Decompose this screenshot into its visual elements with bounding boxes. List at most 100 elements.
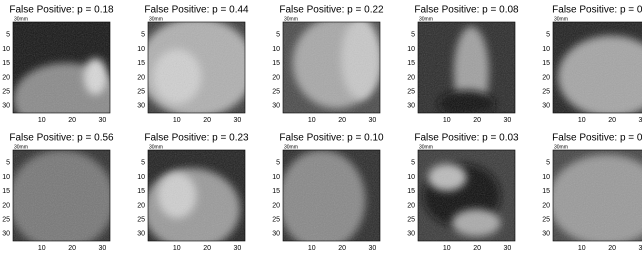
y-tick-label: 10 bbox=[2, 46, 10, 53]
y-tick-label: 30 bbox=[542, 231, 550, 238]
scale-label: 30mm bbox=[14, 16, 28, 22]
y-tick-label: 20 bbox=[542, 202, 550, 209]
y-tick-label: 25 bbox=[2, 217, 10, 224]
x-tick-label: 30 bbox=[369, 245, 377, 251]
x-tick-label: 30 bbox=[234, 245, 242, 251]
scale-label: 30mm bbox=[14, 144, 28, 150]
x-tick-label: 30 bbox=[234, 117, 242, 124]
y-tick-label: 5 bbox=[276, 160, 280, 167]
y-tick-label: 15 bbox=[2, 60, 10, 67]
scale-label: 30mm bbox=[284, 16, 298, 22]
y-tick-label: 25 bbox=[137, 89, 145, 96]
y-tick-label: 25 bbox=[407, 217, 415, 224]
y-tick-label: 5 bbox=[276, 32, 280, 39]
x-tick-label: 10 bbox=[38, 117, 46, 124]
y-tick-label: 5 bbox=[546, 32, 550, 39]
y-tick-label: 25 bbox=[407, 89, 415, 96]
y-tick-label: 15 bbox=[407, 60, 415, 67]
y-tick-label: 25 bbox=[137, 217, 145, 224]
panel-title: False Positive: p = 0.23 bbox=[144, 133, 249, 144]
y-tick-label: 25 bbox=[272, 89, 280, 96]
y-tick-label: 15 bbox=[542, 60, 550, 67]
scale-label: 30mm bbox=[419, 16, 433, 22]
y-tick-label: 15 bbox=[272, 188, 280, 195]
x-tick-label: 10 bbox=[173, 245, 181, 251]
y-tick-label: 15 bbox=[272, 60, 280, 67]
x-tick-label: 30 bbox=[99, 117, 107, 124]
image-noise bbox=[553, 150, 642, 241]
y-tick-label: 30 bbox=[407, 231, 415, 238]
y-tick-label: 5 bbox=[411, 32, 415, 39]
x-tick-label: 10 bbox=[308, 117, 316, 124]
x-tick-label: 10 bbox=[578, 117, 586, 124]
x-tick-label: 10 bbox=[308, 245, 316, 251]
panel-image bbox=[418, 150, 515, 241]
y-tick-label: 15 bbox=[137, 188, 145, 195]
y-tick-label: 20 bbox=[542, 74, 550, 81]
y-tick-label: 5 bbox=[411, 160, 415, 167]
panel-title: False Positive: p = 0.56 bbox=[9, 133, 114, 144]
y-tick-label: 20 bbox=[2, 74, 10, 81]
y-tick-label: 5 bbox=[6, 160, 10, 167]
y-tick-label: 5 bbox=[141, 160, 145, 167]
x-tick-label: 10 bbox=[443, 117, 451, 124]
panel-title: False Positive: p = 0.18 bbox=[9, 5, 114, 16]
panel-image bbox=[418, 22, 515, 118]
y-tick-label: 15 bbox=[542, 188, 550, 195]
y-tick-label: 5 bbox=[141, 32, 145, 39]
panel: False Positive: p = 0.0830mm510152025301… bbox=[407, 5, 519, 124]
y-tick-label: 30 bbox=[2, 231, 10, 238]
y-tick-label: 10 bbox=[137, 174, 145, 181]
y-tick-label: 5 bbox=[6, 32, 10, 39]
x-tick-label: 10 bbox=[38, 245, 46, 251]
panel-image bbox=[548, 150, 642, 246]
y-tick-label: 15 bbox=[407, 188, 415, 195]
image-noise bbox=[418, 22, 515, 113]
scale-label: 30mm bbox=[554, 144, 568, 150]
panel-title: False Positive: p = 0.3 bbox=[552, 133, 642, 144]
x-tick-label: 10 bbox=[173, 117, 181, 124]
x-tick-label: 30 bbox=[369, 117, 377, 124]
y-tick-label: 30 bbox=[542, 103, 550, 110]
x-tick-label: 20 bbox=[338, 117, 346, 124]
panel-title: False Positive: p = 0.1 bbox=[552, 5, 642, 16]
y-tick-label: 25 bbox=[542, 89, 550, 96]
x-tick-label: 30 bbox=[639, 245, 642, 251]
x-tick-label: 20 bbox=[338, 245, 346, 251]
x-tick-label: 20 bbox=[473, 117, 481, 124]
panel: False Positive: p = 0.2330mm510152025301… bbox=[137, 133, 249, 251]
scale-label: 30mm bbox=[419, 144, 433, 150]
panel: False Positive: p = 0.0330mm510152025301… bbox=[407, 133, 519, 251]
y-tick-label: 10 bbox=[2, 174, 10, 181]
panel-title: False Positive: p = 0.10 bbox=[279, 133, 384, 144]
image-noise bbox=[148, 150, 245, 241]
x-tick-label: 20 bbox=[608, 245, 616, 251]
y-tick-label: 10 bbox=[407, 46, 415, 53]
scale-label: 30mm bbox=[284, 144, 298, 150]
x-tick-label: 20 bbox=[68, 117, 76, 124]
panel-image bbox=[278, 150, 380, 250]
panel: False Positive: p = 0.330mm5101520253010… bbox=[542, 133, 642, 251]
y-tick-label: 25 bbox=[272, 217, 280, 224]
y-tick-label: 10 bbox=[542, 174, 550, 181]
panel-image bbox=[8, 150, 115, 250]
y-tick-label: 20 bbox=[407, 74, 415, 81]
panel-image bbox=[553, 22, 642, 118]
image-noise bbox=[418, 150, 515, 241]
panel-image bbox=[138, 17, 254, 117]
image-noise bbox=[553, 22, 642, 113]
image-noise bbox=[283, 150, 380, 241]
panel-title: False Positive: p = 0.08 bbox=[414, 5, 519, 16]
panel: False Positive: p = 0.2230mm510152025301… bbox=[272, 5, 384, 124]
y-tick-label: 15 bbox=[137, 60, 145, 67]
y-tick-label: 20 bbox=[2, 202, 10, 209]
scale-label: 30mm bbox=[149, 16, 163, 22]
panel: False Positive: p = 0.130mm5101520253010… bbox=[542, 5, 642, 124]
panel: False Positive: p = 0.5630mm510152025301… bbox=[2, 133, 115, 251]
image-noise bbox=[13, 22, 110, 113]
panel-title: False Positive: p = 0.22 bbox=[279, 5, 384, 16]
panel: False Positive: p = 0.1830mm510152025301… bbox=[2, 5, 119, 136]
y-tick-label: 30 bbox=[272, 103, 280, 110]
y-tick-label: 30 bbox=[2, 103, 10, 110]
y-tick-label: 5 bbox=[546, 160, 550, 167]
